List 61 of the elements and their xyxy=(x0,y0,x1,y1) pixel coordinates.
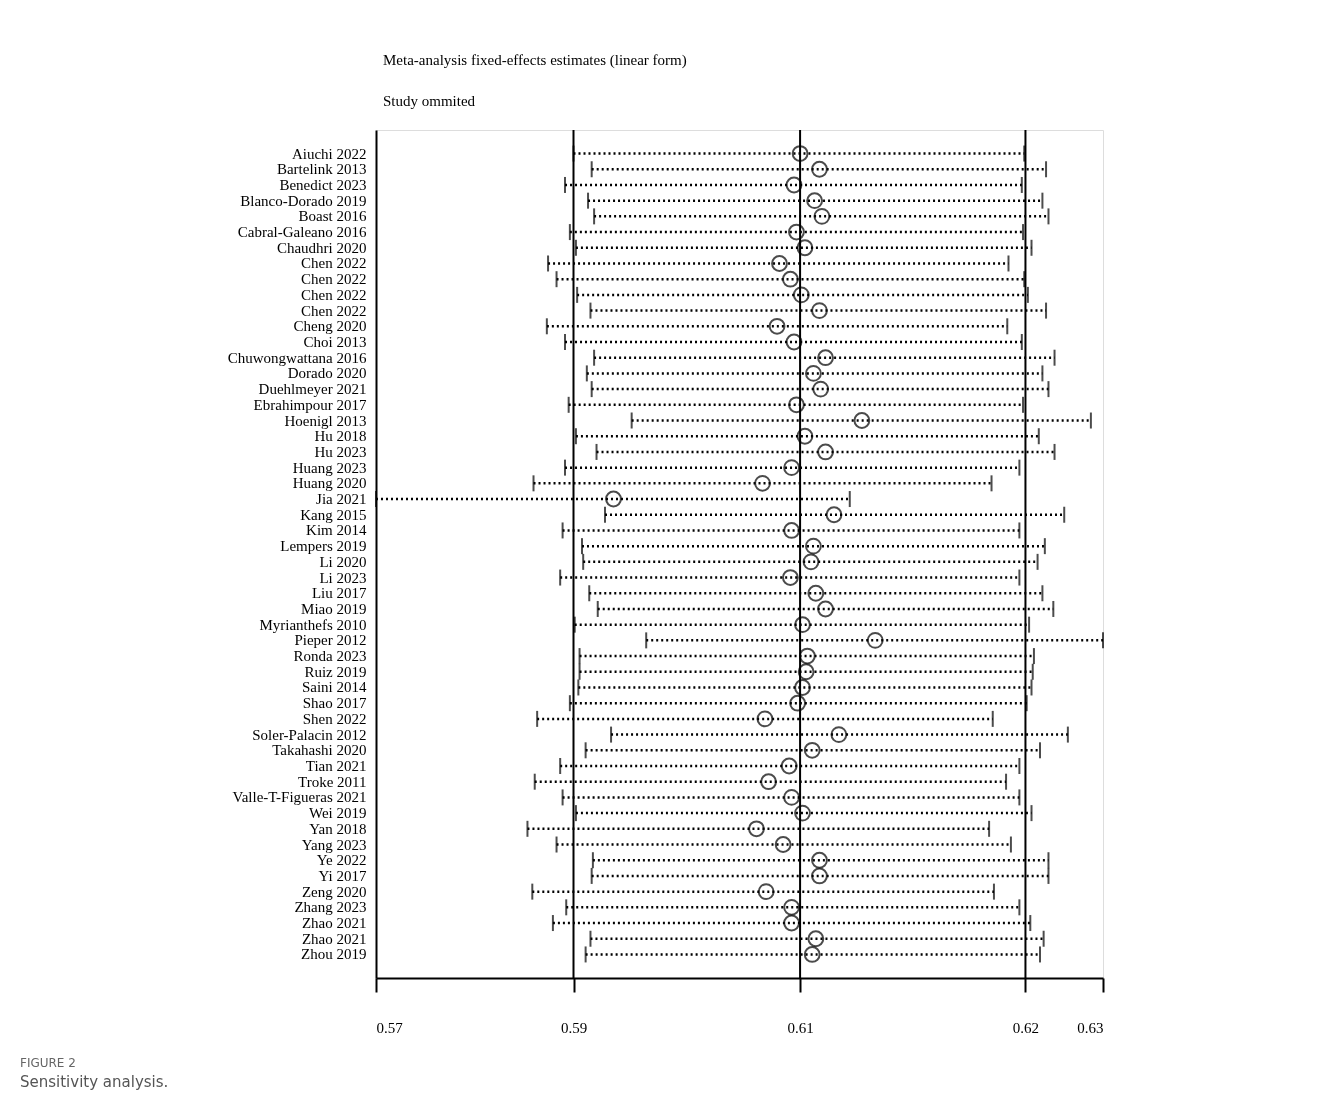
x-tick-label: 0.62 xyxy=(1012,1019,1040,1036)
y-tick-label: Myrianthefs 2010 xyxy=(259,616,367,633)
text: Sensitivity analysis. xyxy=(20,1073,169,1091)
y-tick-label: Zhang 2023 xyxy=(294,899,367,916)
y-tick-label: Zhou 2019 xyxy=(301,946,367,963)
y-tick-label: Huang 2020 xyxy=(292,475,367,492)
y-tick-label: Blanco-Dorado 2019 xyxy=(240,192,367,209)
chart-subtitle: Study ommited xyxy=(383,93,476,109)
y-tick-label: Ye 2022 xyxy=(316,852,367,869)
y-tick-label: Soler-Palacin 2012 xyxy=(252,726,367,743)
y-tick-label: Yi 2017 xyxy=(318,867,367,884)
y-tick-label: Cabral-Galeano 2016 xyxy=(237,224,367,241)
y-tick-label: Zhao 2021 xyxy=(301,915,367,932)
y-tick-label: Troke 2011 xyxy=(298,773,367,790)
y-tick-label: Yan 2018 xyxy=(309,820,367,837)
x-tick-label: 0.63 xyxy=(1077,1019,1104,1036)
y-tick-label: Ebrahimpour 2017 xyxy=(253,396,367,413)
y-tick-label: Lempers 2019 xyxy=(280,538,367,555)
y-tick-label: Li 2020 xyxy=(319,553,367,570)
y-tick-label: Ruiz 2019 xyxy=(304,663,367,680)
chart-title: Meta-analysis fixed-effects estimates (linear form) xyxy=(383,52,687,69)
y-tick-label: Chuwongwattana 2016 xyxy=(227,349,367,366)
y-tick-label: Choi 2013 xyxy=(303,334,367,350)
y-tick-label: Shao 2017 xyxy=(302,695,367,712)
y-tick-label: Zeng 2020 xyxy=(301,883,367,900)
y-tick-label: Pieper 2012 xyxy=(294,632,367,649)
y-tick-label: Li 2023 xyxy=(319,569,367,586)
y-tick-label: Huang 2023 xyxy=(292,459,367,476)
y-tick-label: Yang 2023 xyxy=(301,836,367,853)
y-tick-label: Cheng 2020 xyxy=(293,318,367,335)
y-tick-label: Takahashi 2020 xyxy=(272,742,367,759)
y-tick-label: Liu 2017 xyxy=(311,585,367,602)
y-tick-label: Boast 2016 xyxy=(298,208,367,225)
x-tick-label: 0.59 xyxy=(560,1019,588,1036)
y-tick-label: Ronda 2023 xyxy=(293,648,367,665)
y-tick-label: Hu 2018 xyxy=(314,428,367,445)
y-tick-label: Wei 2019 xyxy=(308,805,367,822)
caption: FIGURE 2 xyxy=(20,1056,76,1070)
y-tick-label: Valle-T-Figueras 2021 xyxy=(232,789,367,806)
x-tick-label: 0.57 xyxy=(376,1019,404,1036)
y-tick-label: Kim 2014 xyxy=(306,522,367,539)
y-tick-label: Zhao 2021 xyxy=(301,930,367,947)
y-tick-label: Bartelink 2013 xyxy=(276,161,367,178)
y-tick-label: Miao 2019 xyxy=(301,600,367,617)
y-tick-label: Chen 2022 xyxy=(301,255,367,272)
y-tick-label: Chen 2022 xyxy=(301,302,367,319)
y-tick-label: Benedict 2023 xyxy=(279,176,367,193)
y-tick-label: Aiuchi 2022 xyxy=(291,145,367,162)
y-tick-label: Duehlmeyer 2021 xyxy=(258,381,367,398)
y-tick-label: Dorado 2020 xyxy=(287,365,367,382)
y-tick-label: Chaudhri 2020 xyxy=(276,239,367,256)
y-tick-label: Hu 2023 xyxy=(314,443,367,460)
y-tick-label: Hoenigl 2013 xyxy=(284,412,367,429)
y-tick-label: Tian 2021 xyxy=(305,758,367,774)
y-tick-label: Chen 2022 xyxy=(301,286,367,303)
y-tick-label: Shen 2022 xyxy=(302,710,367,727)
y-tick-label: Saini 2014 xyxy=(301,679,367,696)
x-tick-label: 0.61 xyxy=(787,1019,814,1036)
y-tick-label: Jia 2021 xyxy=(316,491,367,508)
y-tick-label: Chen 2022 xyxy=(301,271,367,288)
y-tick-label: Kang 2015 xyxy=(300,506,367,523)
